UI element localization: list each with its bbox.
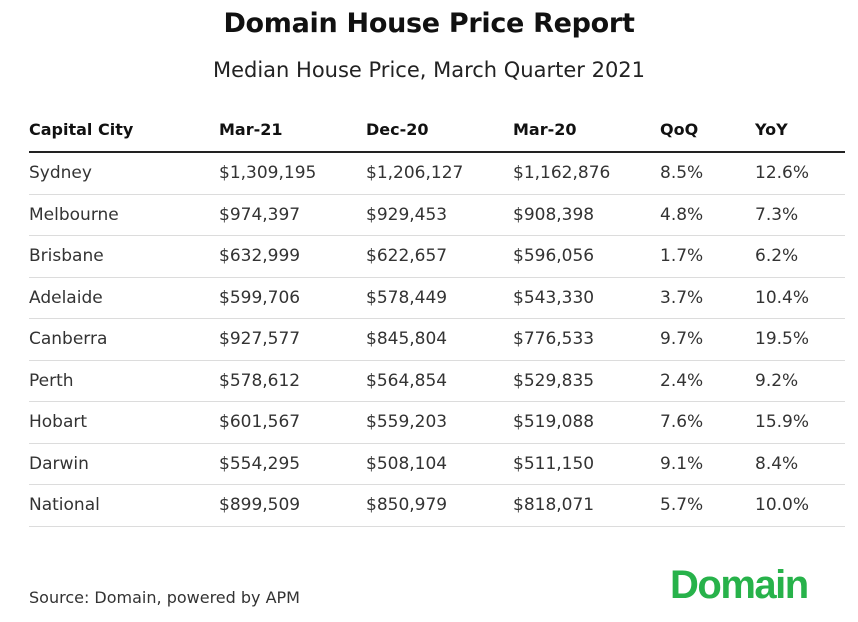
cell-qoq: 1.7% (660, 235, 755, 278)
column-header-capital-city: Capital City (29, 108, 219, 153)
cell-yoy: 7.3% (755, 194, 845, 236)
page-title: Domain House Price Report (223, 8, 635, 39)
cell-yoy: 15.9% (755, 401, 845, 444)
column-header-dec-20: Dec-20 (366, 108, 513, 153)
cell-dec-20: $929,453 (366, 194, 513, 236)
cell-mar-21: $974,397 (219, 194, 366, 236)
cell-dec-20: $845,804 (366, 318, 513, 361)
table-header-row: Capital City Mar-21 Dec-20 Mar-20 QoQ YoY (29, 108, 845, 153)
cell-capital-city: Darwin (29, 443, 219, 485)
column-header-yoy: YoY (755, 108, 845, 153)
cell-capital-city: National (29, 484, 219, 527)
cell-qoq: 7.6% (660, 401, 755, 444)
cell-mar-21: $578,612 (219, 360, 366, 402)
cell-yoy: 12.6% (755, 152, 845, 195)
cell-mar-21: $554,295 (219, 443, 366, 485)
cell-yoy: 8.4% (755, 443, 845, 485)
cell-qoq: 2.4% (660, 360, 755, 402)
cell-qoq: 4.8% (660, 194, 755, 236)
cell-dec-20: $850,979 (366, 484, 513, 527)
table-row: Melbourne $974,397 $929,453 $908,398 4.8% 7.3… (29, 194, 845, 236)
cell-capital-city: Perth (29, 360, 219, 402)
cell-mar-21: $632,999 (219, 235, 366, 278)
cell-capital-city: Brisbane (29, 235, 219, 278)
cell-mar-20: $1,162,876 (513, 152, 660, 195)
cell-mar-20: $543,330 (513, 277, 660, 319)
cell-qoq: 5.7% (660, 484, 755, 527)
cell-qoq: 9.1% (660, 443, 755, 485)
table-row: Brisbane $632,999 $622,657 $596,056 1.7% 6.2% (29, 235, 845, 278)
table-row: National $899,509 $850,979 $818,071 5.7% 10.0… (29, 484, 845, 527)
cell-qoq: 8.5% (660, 152, 755, 195)
cell-mar-21: $899,509 (219, 484, 366, 527)
cell-mar-20: $529,835 (513, 360, 660, 402)
table-row: Sydney $1,309,195 $1,206,127 $1,162,876 8.5%… (29, 152, 845, 195)
cell-yoy: 6.2% (755, 235, 845, 278)
cell-qoq: 3.7% (660, 277, 755, 319)
cell-mar-20: $818,071 (513, 484, 660, 527)
cell-mar-20: $519,088 (513, 401, 660, 444)
house-price-table: Capital City Mar-21 Dec-20 Mar-20 QoQ YoY Syd… (29, 108, 845, 527)
cell-dec-20: $508,104 (366, 443, 513, 485)
domain-logo: Domain (670, 563, 809, 607)
cell-dec-20: $578,449 (366, 277, 513, 319)
cell-dec-20: $622,657 (366, 235, 513, 278)
cell-mar-20: $596,056 (513, 235, 660, 278)
table-row: Hobart $601,567 $559,203 $519,088 7.6% 15.9% (29, 401, 845, 444)
cell-capital-city: Hobart (29, 401, 219, 444)
cell-mar-21: $927,577 (219, 318, 366, 361)
column-header-qoq: QoQ (660, 108, 755, 153)
cell-capital-city: Melbourne (29, 194, 219, 236)
cell-yoy: 10.4% (755, 277, 845, 319)
table-row: Canberra $927,577 $845,804 $776,533 9.7% 19.5… (29, 318, 845, 361)
column-header-mar-20: Mar-20 (513, 108, 660, 153)
cell-mar-21: $601,567 (219, 401, 366, 444)
cell-qoq: 9.7% (660, 318, 755, 361)
source-note: Source: Domain, powered by APM (29, 588, 300, 607)
cell-mar-21: $599,706 (219, 277, 366, 319)
table-row: Darwin $554,295 $508,104 $511,150 9.1% 8.4% (29, 443, 845, 485)
cell-mar-21: $1,309,195 (219, 152, 366, 195)
table-row: Perth $578,612 $564,854 $529,835 2.4% 9.2% (29, 360, 845, 402)
cell-mar-20: $511,150 (513, 443, 660, 485)
cell-dec-20: $564,854 (366, 360, 513, 402)
table-row: Adelaide $599,706 $578,449 $543,330 3.7% 10.4… (29, 277, 845, 319)
cell-yoy: 9.2% (755, 360, 845, 402)
cell-yoy: 19.5% (755, 318, 845, 361)
cell-capital-city: Canberra (29, 318, 219, 361)
cell-capital-city: Sydney (29, 152, 219, 195)
page-subtitle: Median House Price, March Quarter 2021 (212, 58, 646, 82)
cell-dec-20: $1,206,127 (366, 152, 513, 195)
cell-capital-city: Adelaide (29, 277, 219, 319)
cell-mar-20: $908,398 (513, 194, 660, 236)
cell-yoy: 10.0% (755, 484, 845, 527)
column-header-mar-21: Mar-21 (219, 108, 366, 153)
cell-mar-20: $776,533 (513, 318, 660, 361)
cell-dec-20: $559,203 (366, 401, 513, 444)
